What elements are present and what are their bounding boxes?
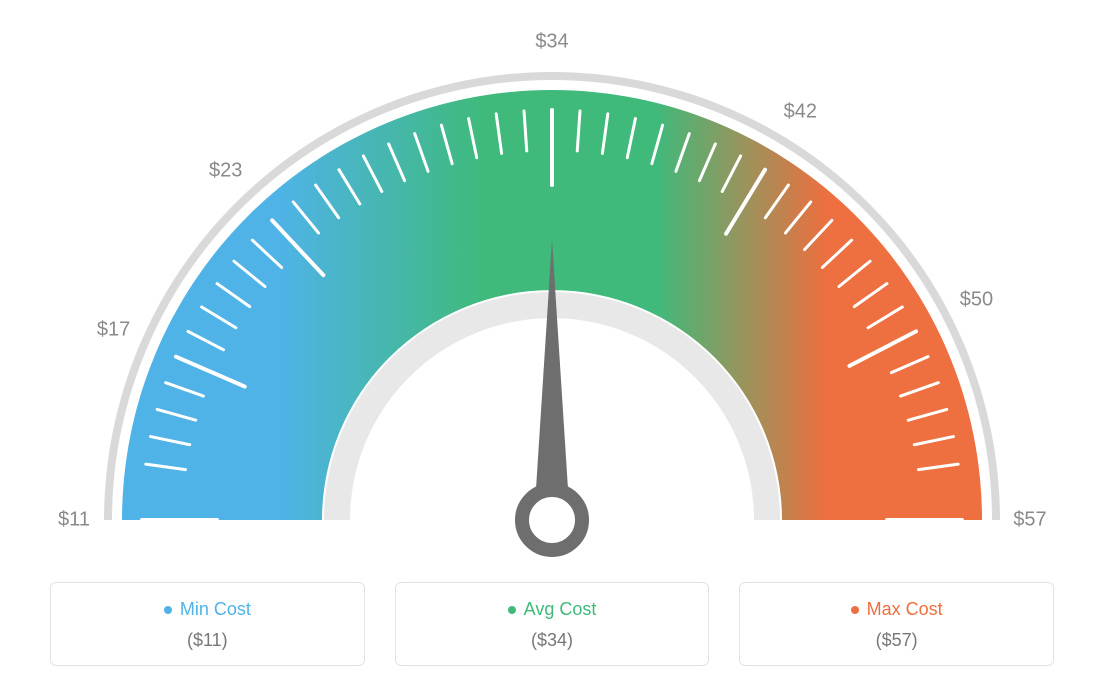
legend-max-value: ($57) bbox=[750, 630, 1043, 651]
legend-avg-card: Avg Cost ($34) bbox=[395, 582, 710, 666]
legend-max-title: Max Cost bbox=[851, 599, 943, 620]
legend-avg-title: Avg Cost bbox=[508, 599, 597, 620]
legend-avg-title-text: Avg Cost bbox=[524, 599, 597, 620]
gauge-svg bbox=[0, 0, 1104, 580]
legend-min-card: Min Cost ($11) bbox=[50, 582, 365, 666]
legend-avg-dot bbox=[508, 606, 516, 614]
legend-row: Min Cost ($11) Avg Cost ($34) Max Cost (… bbox=[50, 582, 1054, 666]
gauge-tick-label: $42 bbox=[784, 100, 817, 123]
gauge-tick-label: $11 bbox=[58, 509, 90, 532]
legend-max-title-text: Max Cost bbox=[867, 599, 943, 620]
legend-min-value: ($11) bbox=[61, 630, 354, 651]
gauge-tick-label: $17 bbox=[97, 318, 130, 341]
gauge-area: $11 $17 $23 $34 $42 $50 $57 bbox=[0, 0, 1104, 580]
gauge-tick-label: $57 bbox=[1013, 509, 1046, 532]
legend-min-dot bbox=[164, 606, 172, 614]
legend-max-dot bbox=[851, 606, 859, 614]
legend-min-title: Min Cost bbox=[164, 599, 251, 620]
gauge-tick-label: $23 bbox=[209, 159, 242, 182]
legend-avg-value: ($34) bbox=[406, 630, 699, 651]
gauge-tick-label: $50 bbox=[960, 289, 993, 312]
legend-min-title-text: Min Cost bbox=[180, 599, 251, 620]
gauge-tick-label: $34 bbox=[535, 31, 568, 54]
cost-gauge-chart: $11 $17 $23 $34 $42 $50 $57 Min Cost ($11) Avg… bbox=[0, 0, 1104, 690]
legend-max-card: Max Cost ($57) bbox=[739, 582, 1054, 666]
